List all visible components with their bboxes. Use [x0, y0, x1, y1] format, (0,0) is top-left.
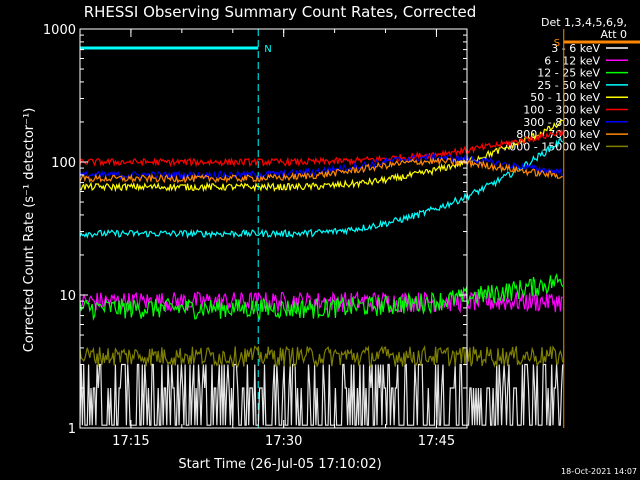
series-3-6-kev	[79, 363, 564, 426]
x-tick-label: 17:45	[418, 434, 455, 449]
series-12-25-kev	[79, 272, 564, 322]
axes: 1 10 100 1000 17:15 17:30 17:45	[43, 23, 468, 449]
series-25-50-kev	[79, 137, 564, 240]
chart-title: RHESSI Observing Summary Count Rates, Co…	[84, 3, 477, 21]
annotation-label-s: S	[554, 38, 560, 49]
y-tick-label: 1000	[43, 23, 76, 38]
series-layer	[79, 119, 564, 426]
legend-entry: 6 - 12 keV	[544, 54, 600, 67]
x-tick-label: 17:15	[112, 434, 149, 449]
y-axis-label: Corrected Count Rate (s⁻¹ detector⁻¹)	[22, 108, 37, 353]
legend-entry: 300 - 800 keV	[523, 116, 600, 129]
plot-area: N S 1 10 100 1000 17:15 17:30 17:45	[43, 23, 640, 449]
legend-entry: 800 - 7000 keV	[516, 128, 600, 141]
series-50-100-kev	[79, 119, 564, 193]
legend-entry: 50 - 100 keV	[530, 91, 600, 104]
y-tick-label: 100	[51, 156, 76, 171]
y-tick-label: 1	[68, 422, 76, 437]
y-tick-label: 10	[59, 289, 76, 304]
legend-entry: 25 - 50 keV	[537, 79, 600, 92]
annotation-label-n: N	[264, 44, 271, 55]
legend-header: Att 0	[601, 28, 627, 41]
series-800-7000-kev	[79, 156, 563, 184]
legend-entry: 12 - 25 keV	[537, 67, 600, 80]
series-7000-15000-kev	[79, 344, 564, 369]
x-tick-label: 17:30	[265, 434, 302, 449]
legend-header: Det 1,3,4,5,6,9,	[541, 16, 627, 29]
footer-timestamp: 18-Oct-2021 14:07	[561, 467, 637, 476]
x-axis-label: Start Time (26-Jul-05 17:10:02)	[178, 457, 381, 472]
legend-entry: 100 - 300 keV	[523, 104, 600, 117]
series-100-300-kev	[79, 129, 564, 168]
plot-frame	[79, 28, 468, 429]
